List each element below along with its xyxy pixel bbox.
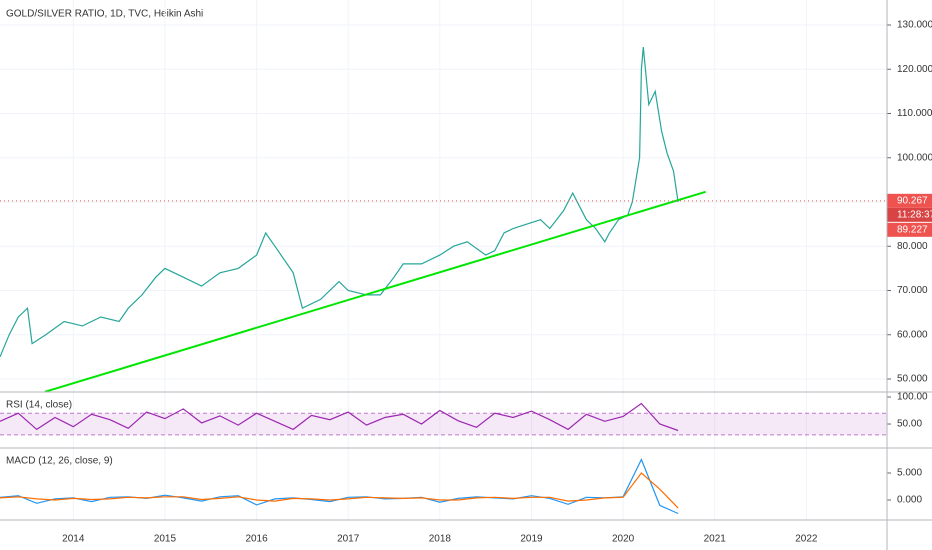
pane-title: RSI (14, close) xyxy=(6,400,72,411)
countdown-label: 11:28:37 xyxy=(897,209,932,220)
y-tick-label: 130.000 xyxy=(897,20,932,31)
x-tick-label: 2021 xyxy=(704,534,727,545)
series-line xyxy=(0,47,679,358)
y-tick-label: 50.000 xyxy=(897,374,928,385)
series-line xyxy=(0,472,679,509)
prev-close-label: 89.227 xyxy=(897,224,928,235)
y-tick-label: 100.000 xyxy=(897,152,932,163)
y-tick-label: 110.000 xyxy=(897,108,932,119)
y-tick-label: 120.000 xyxy=(897,64,932,75)
trend-line xyxy=(44,190,706,393)
pane-title: MACD (12, 26, close, 9) xyxy=(6,456,113,467)
last-price-label: 90.267 xyxy=(897,195,928,206)
chart-title: GOLD/SILVER RATIO, 1D, TVC, Heikin Ashi xyxy=(6,9,203,20)
x-tick-label: 2018 xyxy=(429,534,452,545)
y-tick-label: 70.000 xyxy=(897,285,928,296)
countdown-box xyxy=(887,207,932,222)
x-tick-label: 2014 xyxy=(62,534,85,545)
x-tick-label: 2019 xyxy=(520,534,543,545)
y-tick-label: 5.000 xyxy=(897,468,922,479)
rsi-band xyxy=(0,413,887,435)
series-line xyxy=(0,402,679,432)
y-tick-label: 60.000 xyxy=(897,329,928,340)
y-tick-label: 80.000 xyxy=(897,241,928,252)
x-tick-label: 2020 xyxy=(612,534,635,545)
y-tick-label: 50.00 xyxy=(897,419,922,430)
x-tick-label: 2016 xyxy=(245,534,268,545)
x-tick-label: 2017 xyxy=(337,534,360,545)
x-tick-label: 2022 xyxy=(795,534,818,545)
y-tick-label: 100.00 xyxy=(897,392,928,403)
last-price-box xyxy=(887,193,932,208)
prev-close-box xyxy=(887,222,932,237)
y-tick-label: 0.000 xyxy=(897,495,922,506)
x-tick-label: 2015 xyxy=(154,534,177,545)
